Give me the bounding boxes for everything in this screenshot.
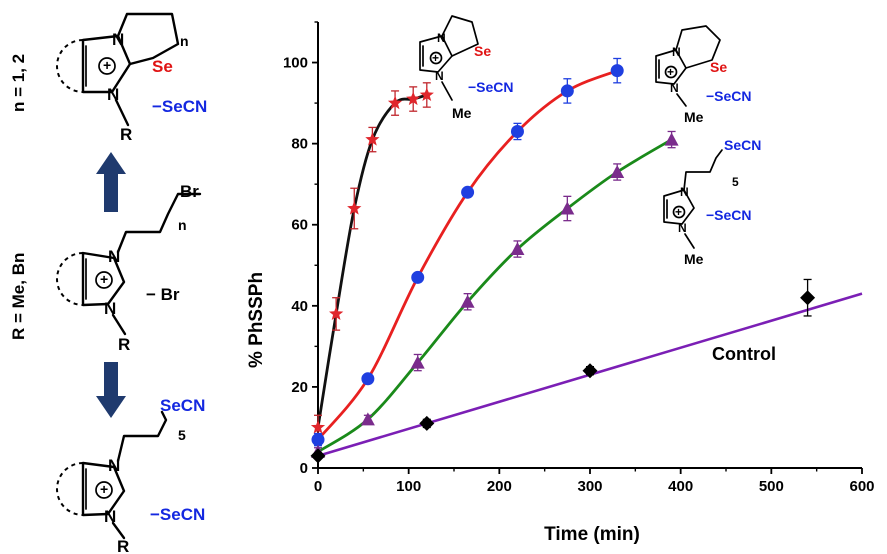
y-axis-title: % PhSSPh xyxy=(246,272,267,368)
inset1-me: Me xyxy=(452,105,472,121)
series-3 xyxy=(310,278,863,464)
data-point-triangle xyxy=(360,412,375,426)
x-tick-label: 400 xyxy=(668,478,693,495)
inset1-plus: + xyxy=(432,51,439,65)
data-point-circle xyxy=(560,84,574,98)
data-point-star xyxy=(310,420,326,434)
chart: 0 100 200 300 400 500 600 0 20 40 60 80 100 % PhSSPh… xyxy=(246,15,875,545)
atom-br-mid: Br xyxy=(180,182,199,201)
y-tick-label: 100 xyxy=(283,55,308,72)
data-point-star xyxy=(329,306,344,320)
data-point-triangle xyxy=(510,242,525,256)
y-tick-label: 0 xyxy=(300,460,308,477)
x-tick-label: 600 xyxy=(849,478,874,495)
x-tick-label: 300 xyxy=(577,478,602,495)
data-point-triangle xyxy=(610,165,625,179)
plus-charge-mid: + xyxy=(100,271,108,287)
x-axis-title: Time (min) xyxy=(544,524,640,545)
secn-group-bot: SeCN xyxy=(160,396,205,415)
inset3-me: Me xyxy=(684,251,704,267)
inset1-secn: −SeCN xyxy=(468,79,514,95)
data-point-star xyxy=(387,95,403,110)
plus-charge-top: + xyxy=(103,57,111,73)
structure-bottom-selenocyanate: N 5 SeCN + N R −SeCN xyxy=(56,396,205,554)
inset3-atom-n1: N xyxy=(680,185,689,199)
inset-structure-six-ring: N Se + N Me −SeCN xyxy=(655,25,752,125)
inset1-atom-n1: N xyxy=(437,31,446,45)
data-point-circle xyxy=(361,372,375,386)
inset3-atom-n2: N xyxy=(678,221,687,235)
n-subscript-top: n xyxy=(180,33,189,49)
atom-r-mid: R xyxy=(118,335,130,354)
inset2-me: Me xyxy=(684,109,704,125)
inset-structure-five-ring: N Se + N Me −SeCN xyxy=(419,15,514,121)
data-point-circle xyxy=(311,433,325,447)
reaction-scheme: n = 1, 2 R = Me, Bn n N Se + N R −SeCN N xyxy=(9,12,207,554)
fit-curve xyxy=(316,69,618,441)
y-tick-label: 60 xyxy=(291,217,308,234)
inset3-secn-group: SeCN xyxy=(724,137,761,153)
arrow-down xyxy=(96,362,126,418)
inset3-secn: −SeCN xyxy=(706,207,752,223)
data-point-triangle xyxy=(560,201,575,215)
atom-r-bot: R xyxy=(117,537,129,554)
data-point-circle xyxy=(411,270,425,284)
secn-anion-top: −SeCN xyxy=(152,97,207,116)
series-2 xyxy=(311,130,679,458)
data-point-diamond xyxy=(800,290,816,306)
inset2-atom-n2: N xyxy=(670,81,679,95)
n-definition-label: n = 1, 2 xyxy=(9,54,28,112)
data-point-triangle xyxy=(664,132,679,146)
inset-structure-chain: 5 SeCN N + N Me −SeCN xyxy=(663,137,761,267)
y-tick-label: 20 xyxy=(291,379,308,396)
x-tick-label: 0 xyxy=(314,478,322,495)
chart-plot-area: 0 100 200 300 400 500 600 0 20 40 60 80 100 xyxy=(283,21,875,495)
inset1-atom-se: Se xyxy=(474,43,491,59)
atom-n-top-1: N xyxy=(112,30,124,49)
data-point-diamond xyxy=(582,363,598,379)
inset3-plus: + xyxy=(675,205,682,219)
data-point-circle xyxy=(610,64,624,78)
structure-top-selenazolium: n N Se + N R −SeCN xyxy=(56,12,207,144)
inset2-plus: + xyxy=(667,65,674,79)
atom-r-top: R xyxy=(120,125,132,144)
data-point-star xyxy=(365,132,380,146)
data-point-triangle xyxy=(410,355,425,369)
plus-charge-bot: + xyxy=(100,481,108,497)
data-point-star xyxy=(347,201,362,215)
series-1 xyxy=(311,57,624,447)
structure-middle-bromide: N n Br + N R − Br xyxy=(56,182,202,354)
data-point-circle xyxy=(461,185,475,199)
secn-anion-bot: −SeCN xyxy=(150,505,205,524)
data-point-star xyxy=(419,87,434,101)
atom-n-bot-2: N xyxy=(104,507,116,526)
data-point-diamond xyxy=(419,415,435,431)
arrow-up xyxy=(96,152,126,212)
inset2-atom-se: Se xyxy=(710,59,727,75)
inset3-five: 5 xyxy=(732,175,739,189)
r-definition-label: R = Me, Bn xyxy=(9,253,28,340)
atom-se-top: Se xyxy=(152,57,173,76)
inset2-secn: −SeCN xyxy=(706,88,752,104)
x-tick-label: 500 xyxy=(759,478,784,495)
control-label: Control xyxy=(712,344,776,364)
n-subscript-mid: n xyxy=(178,217,187,233)
series-0 xyxy=(310,82,434,441)
data-point-star xyxy=(406,91,421,106)
data-point-circle xyxy=(510,124,524,138)
data-point-diamond xyxy=(310,448,326,464)
fit-curve xyxy=(317,138,673,453)
inset2-atom-n1: N xyxy=(672,45,681,59)
bromide-anion-mid: − Br xyxy=(146,285,180,304)
x-tick-label: 200 xyxy=(487,478,512,495)
x-tick-label: 100 xyxy=(396,478,421,495)
y-tick-label: 40 xyxy=(291,298,308,315)
five-subscript-bot: 5 xyxy=(178,427,186,443)
inset1-atom-n2: N xyxy=(435,69,444,83)
y-tick-label: 80 xyxy=(291,136,308,153)
atom-n-mid-2: N xyxy=(104,299,116,318)
data-point-triangle xyxy=(460,294,475,308)
